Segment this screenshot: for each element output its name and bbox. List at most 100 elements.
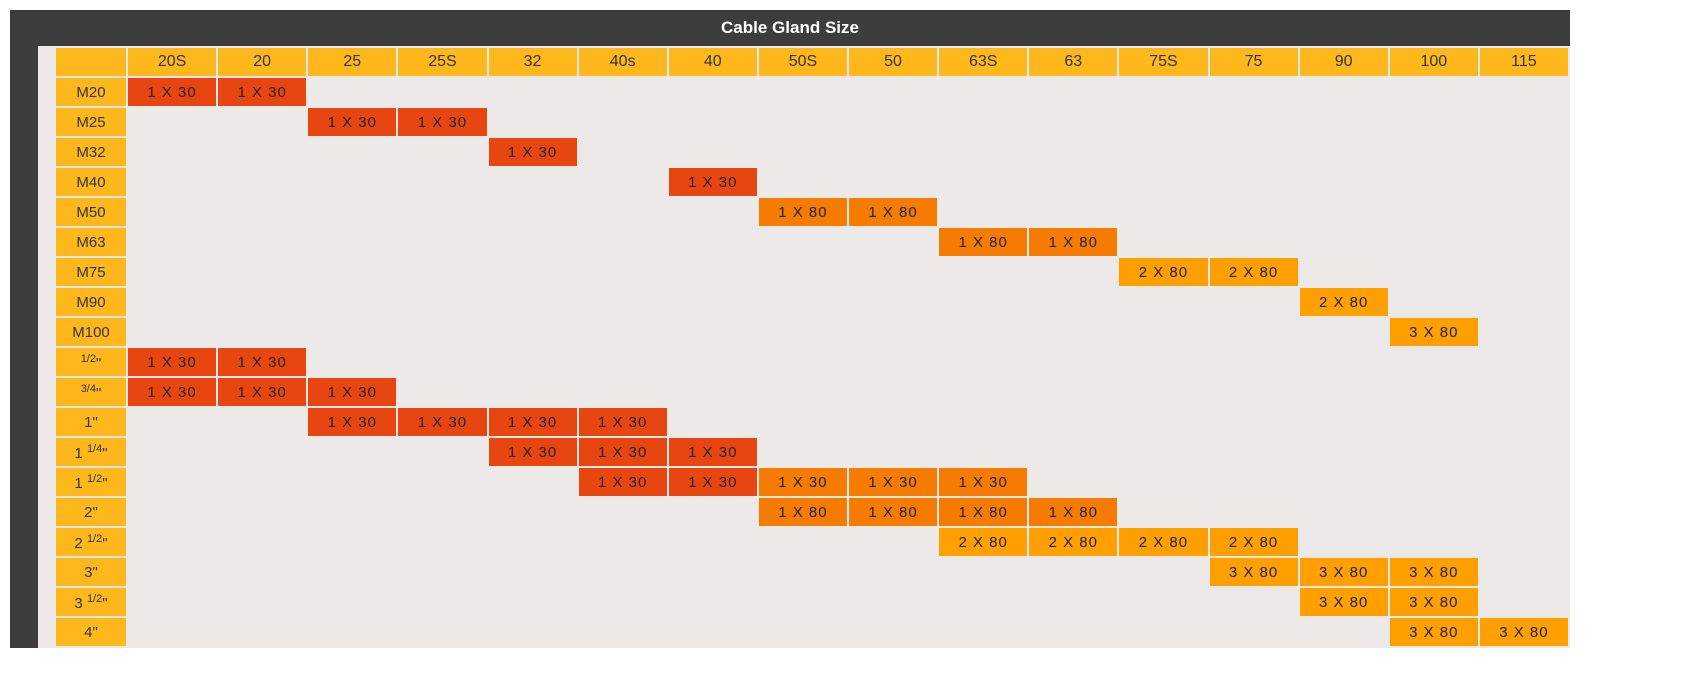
cell [1210,228,1298,256]
cell [1210,378,1298,406]
cell [308,288,396,316]
col-header: 50 [849,48,937,76]
cell [128,258,216,286]
table-row: 1 1/4"1 X 301 X 301 X 30 [40,438,1568,466]
cell: 3 X 80 [1390,318,1478,346]
cell [669,288,757,316]
cell [128,588,216,616]
cell [218,168,306,196]
row-label: 4" [56,618,126,646]
cell [1480,258,1568,286]
cell [128,168,216,196]
cell [1029,618,1117,646]
cell: 2 X 80 [1300,288,1388,316]
cell [218,408,306,436]
cell [489,468,577,496]
cell [939,348,1027,376]
cell: 1 X 30 [489,138,577,166]
row-spacer [40,528,54,556]
cell [1210,288,1298,316]
cell [398,618,486,646]
cell [218,558,306,586]
cell: 1 X 80 [759,498,847,526]
cell [939,378,1027,406]
cell [1480,408,1568,436]
cell: 1 X 80 [939,228,1027,256]
cell [218,258,306,286]
cell [759,228,847,256]
cell [1480,198,1568,226]
cell [1029,78,1117,106]
cell [1119,198,1207,226]
row-label: 3/4" [56,378,126,406]
row-label: M20 [56,78,126,106]
table-row: M90 2 X 80 [40,288,1568,316]
cell [849,528,937,556]
header-spacer [40,48,54,76]
row-label: M90 [56,288,126,316]
cell [398,78,486,106]
cell [1390,468,1478,496]
cell [1029,108,1117,136]
row-spacer [40,438,54,466]
cell: 1 X 30 [489,408,577,436]
row-spacer [40,78,54,106]
cell [669,78,757,106]
title-bar: Cable Gland Size [10,10,1570,46]
cell [1300,138,1388,166]
cell: 1 X 80 [939,498,1027,526]
cell [1119,78,1207,106]
cell [398,378,486,406]
table-row: M201 X 301 X 30 [40,78,1568,106]
cell: 1 X 80 [759,198,847,226]
cell [849,588,937,616]
cell [1119,558,1207,586]
cell [849,78,937,106]
col-header: 20 [218,48,306,76]
cell [489,588,577,616]
cell: 2 X 80 [1029,528,1117,556]
cell [1300,408,1388,436]
cell [1210,618,1298,646]
cell [398,528,486,556]
cell [128,288,216,316]
cell [849,348,937,376]
cell: 3 X 80 [1210,558,1298,586]
row-spacer [40,348,54,376]
row-spacer [40,558,54,586]
cell [1390,498,1478,526]
cell [579,528,667,556]
cell [128,498,216,526]
col-header: 90 [1300,48,1388,76]
cell [1480,528,1568,556]
cell [849,138,937,166]
cell [1119,588,1207,616]
cell [308,348,396,376]
cell [849,258,937,286]
row-spacer [40,198,54,226]
cell [308,528,396,556]
cell: 1 X 30 [579,408,667,436]
cell [579,138,667,166]
cell [1390,528,1478,556]
table-row: 1 1/2"1 X 301 X 301 X 301 X 301 X 30 [40,468,1568,496]
cell [1480,318,1568,346]
cell [308,138,396,166]
col-header: 63S [939,48,1027,76]
cell: 3 X 80 [1390,558,1478,586]
row-label: 1 1/4" [56,438,126,466]
cell [759,618,847,646]
col-header: 75 [1210,48,1298,76]
col-header: 63 [1029,48,1117,76]
cell [759,558,847,586]
cell [489,108,577,136]
cell [939,198,1027,226]
cell [579,378,667,406]
cell [1029,138,1117,166]
cell [1300,438,1388,466]
cell [1480,558,1568,586]
cell [939,258,1027,286]
cell [669,318,757,346]
cell [1119,288,1207,316]
cell [1029,348,1117,376]
